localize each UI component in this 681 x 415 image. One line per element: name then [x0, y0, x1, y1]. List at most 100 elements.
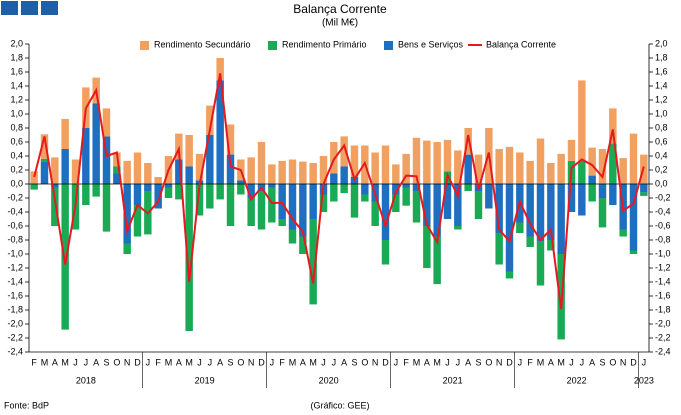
bar	[454, 226, 462, 230]
bar	[51, 157, 59, 184]
bar	[402, 184, 410, 188]
x-tick-label: M	[41, 357, 49, 367]
bar	[505, 271, 514, 279]
x-tick-label: F	[279, 357, 285, 367]
x-tick-label: S	[103, 357, 109, 367]
bar	[216, 184, 224, 200]
bar	[536, 184, 545, 242]
x-tick-label: J	[73, 357, 78, 367]
bar	[247, 157, 255, 184]
x-tick-label: O	[113, 357, 120, 367]
bar	[30, 171, 38, 184]
bar	[92, 184, 100, 197]
y-tick-label: 1,0	[10, 108, 23, 118]
bar	[526, 160, 534, 184]
bar	[299, 184, 307, 237]
bar	[505, 184, 514, 272]
bar	[123, 184, 131, 244]
bar	[402, 187, 410, 206]
bar	[164, 184, 173, 188]
y2-tick-label: 2,0	[655, 38, 668, 48]
y-tick-label: -1,0	[7, 248, 23, 258]
x-tick-label: M	[289, 357, 297, 367]
x-tick-label: J	[197, 357, 202, 367]
bar	[268, 184, 276, 188]
bar	[567, 184, 576, 212]
bar	[133, 205, 142, 237]
y2-tick-label: 1,4	[655, 80, 668, 90]
bar	[547, 240, 555, 251]
y2-tick-label: -1,6	[655, 290, 671, 300]
y2-tick-label: 0,2	[655, 164, 668, 174]
bar	[629, 184, 638, 251]
bar	[495, 149, 503, 184]
x-tick-label: F	[31, 357, 37, 367]
bar	[578, 160, 586, 184]
x-tick-label: M	[433, 357, 441, 367]
y2-tick-label: 1,8	[655, 52, 668, 62]
y2-tick-label: 0,4	[655, 150, 668, 160]
y-tick-label: 1,2	[10, 94, 23, 104]
bar	[547, 163, 555, 184]
year-label: 2018	[76, 375, 96, 385]
bar	[464, 184, 472, 191]
x-tick-label: M	[537, 357, 545, 367]
y-tick-label: 2,0	[10, 38, 23, 48]
bar	[340, 166, 348, 184]
bar	[350, 145, 359, 177]
bar	[226, 184, 235, 226]
bar	[443, 184, 452, 219]
x-tick-label: N	[372, 357, 379, 367]
bar	[423, 226, 431, 268]
bar	[299, 161, 307, 184]
bar	[330, 184, 338, 202]
bar	[640, 184, 648, 193]
bar	[175, 184, 183, 200]
bar	[133, 184, 142, 205]
x-tick-label: A	[424, 357, 430, 367]
bar	[82, 184, 90, 205]
bar	[392, 184, 400, 195]
x-tick-label: D	[258, 357, 265, 367]
bar	[154, 177, 162, 184]
bar	[464, 128, 472, 155]
bar	[268, 187, 276, 223]
y-tick-label: -2,4	[7, 346, 23, 356]
bar	[206, 135, 214, 184]
x-tick-label: J	[445, 357, 450, 367]
x-tick-label: D	[134, 357, 141, 367]
bar	[51, 184, 59, 188]
bar	[30, 184, 38, 190]
bar	[144, 163, 152, 184]
bar	[392, 194, 400, 212]
bar	[381, 240, 390, 265]
bar	[454, 150, 462, 184]
x-tick-label: M	[309, 357, 317, 367]
bar	[61, 118, 69, 149]
x-tick-label: D	[630, 357, 637, 367]
bar	[133, 152, 142, 184]
y2-tick-label: 1,0	[655, 108, 668, 118]
x-tick-label: M	[61, 357, 69, 367]
bar	[640, 192, 648, 196]
x-tick-label: J	[332, 357, 337, 367]
y-tick-label: -2,2	[7, 332, 23, 342]
bar	[195, 184, 204, 216]
x-tick-label: O	[485, 357, 492, 367]
bar	[598, 184, 607, 198]
bar	[102, 184, 111, 232]
y-tick-label: -1,8	[7, 304, 23, 314]
bar	[82, 128, 90, 184]
y2-tick-label: 1,2	[655, 94, 668, 104]
bar	[381, 145, 390, 184]
bar	[536, 138, 545, 184]
y2-tick-label: 1,6	[655, 66, 668, 76]
logo-square	[41, 1, 58, 15]
chart-subtitle: (Mil M€)	[322, 18, 358, 29]
x-tick-label: J	[321, 357, 326, 367]
bar	[402, 153, 410, 184]
y2-tick-label: -0,8	[655, 234, 671, 244]
legend-label: Rendimento Primário	[282, 39, 367, 49]
